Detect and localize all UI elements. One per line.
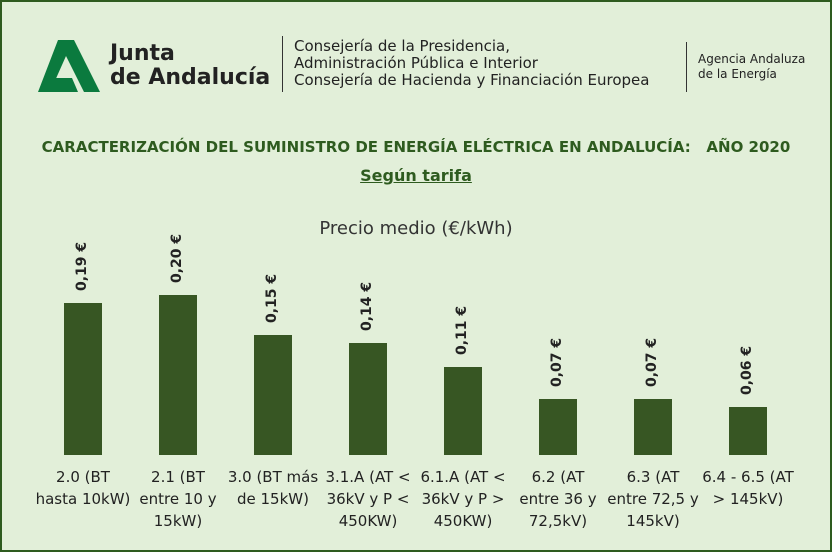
x-tick-label: 2.0 (BT hasta 10kW) — [35, 468, 131, 508]
dept-line: Administración Pública e Interior — [294, 54, 538, 72]
x-tick-label: 6.3 (AT entre 72,5 y 145kV) — [607, 468, 699, 530]
data-label: 0,07 € — [549, 337, 565, 387]
agency-line: de la Energía — [698, 67, 777, 81]
x-tick-label: 2.1 (BT entre 10 y 15kW) — [139, 468, 217, 530]
bar — [349, 343, 387, 455]
bar — [444, 367, 482, 455]
bar — [634, 399, 672, 455]
data-label: 0,14 € — [359, 281, 375, 331]
bar — [539, 399, 577, 455]
data-label: 0,15 € — [264, 273, 280, 323]
bar — [64, 303, 102, 455]
data-label: 0,20 € — [169, 233, 185, 283]
divider — [282, 36, 283, 92]
x-tick-label: 6.4 - 6.5 (AT > 145kV) — [702, 468, 794, 508]
bar — [729, 407, 767, 455]
chart-subtitle: Según tarifa — [360, 166, 472, 185]
x-tick-label: 3.0 (BT más de 15kW) — [227, 468, 319, 508]
data-label: 0,19 € — [74, 241, 90, 291]
bar — [159, 295, 197, 455]
dept-line: Consejería de la Presidencia, — [294, 37, 510, 55]
x-tick-label: 6.2 (AT entre 36 y 72,5kV) — [519, 468, 597, 530]
logo-icon — [38, 40, 100, 92]
x-tick-label: 3.1.A (AT < 36kV y P < 450KW) — [325, 468, 411, 530]
data-label: 0,11 € — [454, 305, 470, 355]
dept-line: Consejería de Hacienda y Financiación Eu… — [294, 71, 650, 89]
logo-text: Junta — [110, 41, 175, 66]
plot-title: Precio medio (€/kWh) — [319, 218, 513, 239]
data-label: 0,06 € — [739, 345, 755, 395]
logo-text: de Andalucía — [110, 65, 271, 90]
x-tick-label: 6.1.A (AT < 36kV y P > 450KW) — [420, 468, 506, 530]
chart-title: CARACTERIZACIÓN DEL SUMINISTRO DE ENERGÍ… — [41, 138, 791, 156]
bar — [254, 335, 292, 455]
divider — [686, 42, 687, 92]
agency-line: Agencia Andaluza — [698, 52, 806, 66]
data-label: 0,07 € — [644, 337, 660, 387]
